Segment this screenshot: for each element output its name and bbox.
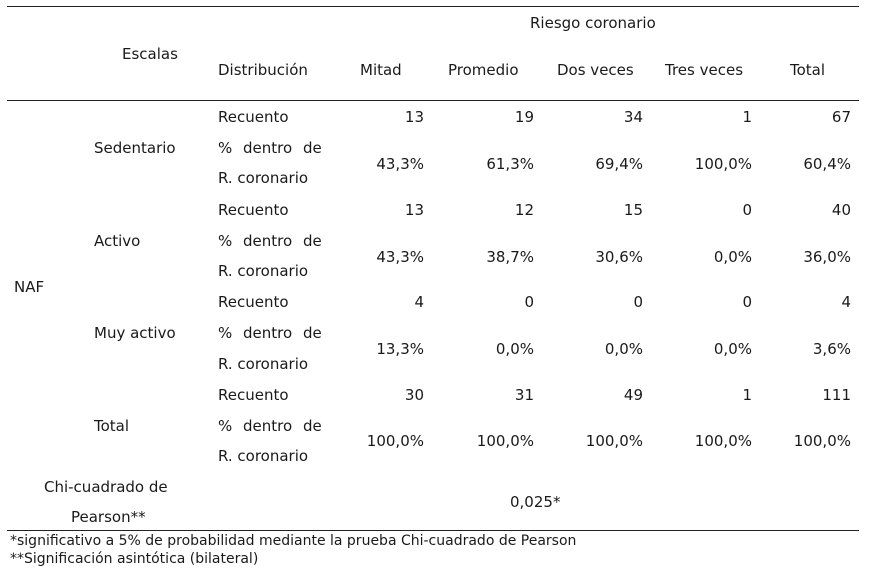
group-header-riesgo: Riesgo coronario xyxy=(530,14,656,32)
cell-count: 1 xyxy=(742,108,752,126)
column-header-tres-veces: Tres veces xyxy=(665,61,744,79)
cell-count: 15 xyxy=(623,201,643,219)
cell-pct: 100,0% xyxy=(793,432,851,450)
cell-count: 13 xyxy=(404,108,424,126)
bottom-rule xyxy=(7,530,859,531)
column-header-mitad: Mitad xyxy=(360,61,402,79)
cell-pct: 100,0% xyxy=(366,432,424,450)
cell-pct: 100,0% xyxy=(694,155,752,173)
cell-count: 40 xyxy=(831,201,851,219)
cell-count: 67 xyxy=(831,108,851,126)
cell-count: 13 xyxy=(404,201,424,219)
chi-square-label-cont: Pearson** xyxy=(71,508,146,526)
cell-pct: 0,0% xyxy=(713,248,752,266)
cell-pct: 0,0% xyxy=(495,340,534,358)
column-header-dos-veces: Dos veces xyxy=(557,61,634,79)
metric-label-pct: % dentro de xyxy=(218,324,322,342)
metric-label-count: Recuento xyxy=(218,386,289,404)
header-escalas: Escalas xyxy=(122,45,178,63)
metric-label-pct-cont: R. coronario xyxy=(218,447,309,465)
chi-square-value: 0,025* xyxy=(510,493,561,511)
metric-label-count: Recuento xyxy=(218,108,289,126)
footnote-asymptotic: **Significación asintótica (bilateral) xyxy=(10,551,259,567)
cell-pct: 43,3% xyxy=(376,155,424,173)
cell-pct: 13,3% xyxy=(376,340,424,358)
cell-count: 0 xyxy=(742,293,752,311)
cell-pct: 3,6% xyxy=(812,340,851,358)
row-label: Muy activo xyxy=(94,324,176,342)
cell-count: 111 xyxy=(822,386,851,404)
row-label: Total xyxy=(94,417,130,435)
header-distribucion: Distribución xyxy=(218,61,308,79)
cell-count: 0 xyxy=(633,293,643,311)
cell-count: 0 xyxy=(524,293,534,311)
row-label: Sedentario xyxy=(94,139,176,157)
cell-count: 0 xyxy=(742,201,752,219)
cell-pct: 100,0% xyxy=(585,432,643,450)
row-group-label-naf: NAF xyxy=(14,278,45,296)
cell-count: 31 xyxy=(514,386,534,404)
metric-label-pct-cont: R. coronario xyxy=(218,169,309,187)
row-label: Activo xyxy=(94,232,141,250)
footnote-significance: *significativo a 5% de probabilidad medi… xyxy=(10,533,577,549)
cell-count: 30 xyxy=(404,386,424,404)
cell-count: 12 xyxy=(514,201,534,219)
cell-pct: 30,6% xyxy=(595,248,643,266)
cell-pct: 36,0% xyxy=(803,248,851,266)
cell-count: 49 xyxy=(623,386,643,404)
cell-pct: 69,4% xyxy=(595,155,643,173)
metric-label-count: Recuento xyxy=(218,201,289,219)
column-header-promedio: Promedio xyxy=(448,61,519,79)
cell-pct: 43,3% xyxy=(376,248,424,266)
cell-count: 1 xyxy=(742,386,752,404)
metric-label-pct-cont: R. coronario xyxy=(218,355,309,373)
cell-pct: 100,0% xyxy=(694,432,752,450)
metric-label-pct: % dentro de xyxy=(218,139,322,157)
cell-pct: 60,4% xyxy=(803,155,851,173)
cell-count: 19 xyxy=(514,108,534,126)
chi-square-label: Chi-cuadrado de xyxy=(44,478,168,496)
cell-count: 34 xyxy=(623,108,643,126)
metric-label-pct-cont: R. coronario xyxy=(218,262,309,280)
metric-label-pct: % dentro de xyxy=(218,417,322,435)
column-header-total: Total xyxy=(790,61,826,79)
top-rule xyxy=(7,6,859,7)
cell-pct: 61,3% xyxy=(486,155,534,173)
cell-count: 4 xyxy=(841,293,851,311)
cell-count: 4 xyxy=(414,293,424,311)
cell-pct: 38,7% xyxy=(486,248,534,266)
cell-pct: 0,0% xyxy=(604,340,643,358)
cell-pct: 0,0% xyxy=(713,340,752,358)
metric-label-count: Recuento xyxy=(218,293,289,311)
cell-pct: 100,0% xyxy=(476,432,534,450)
metric-label-pct: % dentro de xyxy=(218,232,322,250)
header-rule xyxy=(7,100,859,101)
